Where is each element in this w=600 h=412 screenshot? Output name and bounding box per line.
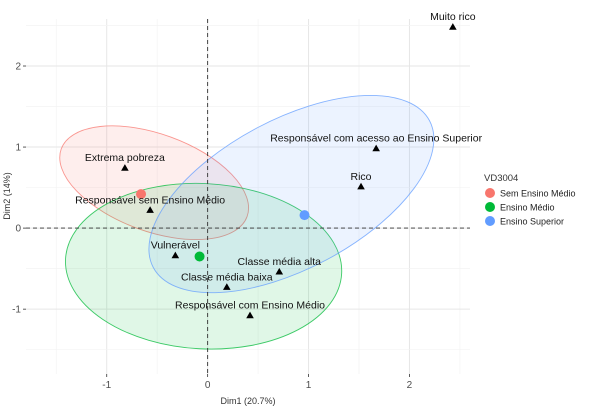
point-label: Classe média baixa xyxy=(181,271,273,283)
legend-key xyxy=(485,202,495,212)
grid xyxy=(26,19,470,374)
point-label: Classe média alta xyxy=(238,256,322,268)
point-triangle xyxy=(449,23,457,30)
point-labels: Muito rico Responsável com acesso ao Ensi… xyxy=(75,11,482,312)
point-label: Responsável sem Ensino Médio xyxy=(75,194,225,206)
legend: VD3004 Sem Ensino Médio Ensino Médio Ensin… xyxy=(484,173,576,227)
legend-label: Ensino Superior xyxy=(500,217,564,227)
point-triangle xyxy=(246,311,254,319)
point-triangle xyxy=(372,144,380,152)
group-centroids xyxy=(136,189,310,262)
x-tick-label: -1 xyxy=(102,380,111,391)
plot-background xyxy=(26,19,470,374)
x-tick-label: 1 xyxy=(306,380,312,391)
centroid-point xyxy=(136,189,147,200)
point-triangle xyxy=(146,206,154,213)
axis-ticks: -1 0 1 2 -1 0 1 2 xyxy=(12,62,413,391)
x-axis-title: Dim1 (20.7%) xyxy=(220,396,275,406)
legend-key xyxy=(485,216,495,226)
x-tick-label: 2 xyxy=(407,380,413,391)
point-label: Rico xyxy=(351,171,372,183)
point-triangle xyxy=(171,251,180,259)
reference-lines xyxy=(26,19,470,374)
legend-label: Sem Ensino Médio xyxy=(500,189,576,199)
point-label: Responsável com Ensino Médio xyxy=(175,300,325,312)
point-label: Vulnerável xyxy=(151,240,200,252)
point-triangle xyxy=(275,267,284,275)
point-label: Muito rico xyxy=(430,11,476,23)
point-triangle xyxy=(357,182,365,190)
legend-key xyxy=(485,188,495,198)
y-tick-label: 1 xyxy=(15,143,21,154)
point-label: Extrema pobreza xyxy=(85,152,165,164)
centroid-point xyxy=(194,251,205,262)
y-tick-label: 0 xyxy=(15,224,21,235)
legend-label: Ensino Médio xyxy=(500,203,555,213)
y-tick-label: 2 xyxy=(15,62,21,73)
x-tick-label: 0 xyxy=(205,380,211,391)
ellipse-ensino-superior xyxy=(148,94,435,294)
ellipse-sem-ensino-m-dio xyxy=(59,125,250,241)
point-triangle xyxy=(223,283,231,290)
variable-points xyxy=(121,23,457,319)
centroid-point xyxy=(299,210,310,221)
point-triangle xyxy=(121,164,129,171)
confidence-ellipses xyxy=(59,94,435,350)
point-label: Responsável com acesso ao Ensino Superio… xyxy=(270,133,482,145)
y-axis-title: Dim2 (14%) xyxy=(2,172,12,220)
y-tick-label: -1 xyxy=(12,305,21,316)
legend-title: VD3004 xyxy=(484,173,518,184)
